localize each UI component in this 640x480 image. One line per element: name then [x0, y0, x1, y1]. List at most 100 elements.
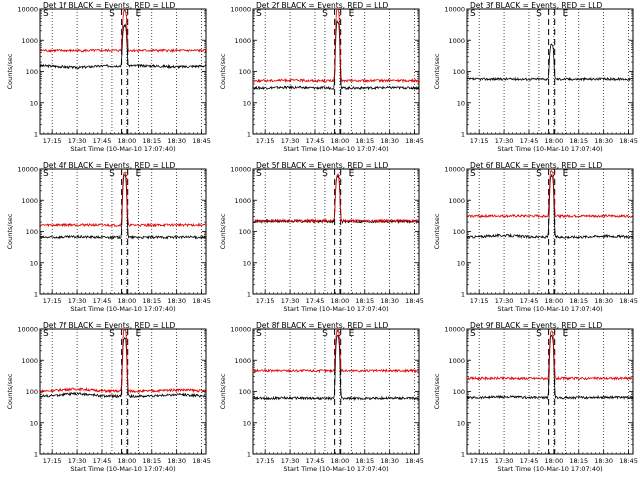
lld-trace — [40, 171, 206, 228]
panel-det-5: Det 5f BLACK = Events, RED = LLD Counts/s… — [219, 161, 424, 313]
y-axis-label: Counts/sec — [219, 53, 227, 89]
x-axis-label: Start Time (10-Mar-10 17:07:40) — [497, 145, 602, 153]
panel-det-2: Det 2f BLACK = Events, RED = LLD Counts/s… — [219, 1, 424, 153]
marker-label-S: S — [536, 169, 542, 179]
y-tick-label: 1000 — [234, 37, 251, 45]
x-tick-label: 18:45 — [192, 297, 211, 305]
x-tick-label: 17:15 — [43, 457, 62, 465]
marker-label-S: S — [322, 329, 328, 339]
y-tick-label: 1 — [34, 451, 38, 459]
x-tick-label: 17:15 — [43, 137, 62, 145]
marker-label-E: E — [136, 329, 142, 339]
marker-label-start: S — [43, 329, 49, 339]
x-tick-label: 18:15 — [142, 137, 161, 145]
marker-label-start: S — [470, 169, 476, 179]
y-tick-label: 100 — [453, 68, 465, 76]
x-axis-label: Start Time (10-Mar-10 17:07:40) — [497, 465, 602, 473]
x-tick-label: 18:15 — [142, 457, 161, 465]
marker-label-E: E — [563, 169, 569, 179]
y-tick-label: 10000 — [230, 6, 251, 14]
marker-label-E: E — [349, 9, 355, 19]
x-tick-label: 17:30 — [281, 297, 300, 305]
x-tick-label: 18:45 — [192, 137, 211, 145]
x-axis-label: Start Time (10-Mar-10 17:07:40) — [70, 145, 175, 153]
y-tick-label: 1 — [34, 131, 38, 139]
x-tick-label: 17:45 — [93, 457, 112, 465]
events-trace — [40, 23, 206, 70]
x-tick-label: 17:15 — [256, 457, 275, 465]
y-tick-label: 1 — [247, 451, 251, 459]
x-tick-label: 18:00 — [118, 137, 137, 145]
x-tick-label: 18:00 — [545, 137, 564, 145]
plot-frame — [39, 8, 207, 135]
y-tick-label: 10000 — [230, 166, 251, 174]
x-tick-label: 18:30 — [594, 137, 613, 145]
x-tick-label: 17:45 — [520, 457, 539, 465]
x-tick-label: 18:45 — [405, 297, 424, 305]
marker-label-start: S — [470, 329, 476, 339]
y-tick-label: 100 — [239, 228, 251, 236]
marker-label-S: S — [322, 9, 328, 19]
y-tick-label: 1 — [461, 451, 465, 459]
lld-trace — [253, 329, 419, 374]
x-tick-label: 17:30 — [495, 457, 514, 465]
y-tick-label: 1000 — [448, 37, 465, 45]
marker-label-S: S — [109, 9, 115, 19]
x-tick-label: 17:15 — [470, 137, 489, 145]
x-tick-label: 17:15 — [470, 457, 489, 465]
x-tick-label: 17:45 — [306, 457, 325, 465]
x-tick-label: 18:15 — [355, 297, 374, 305]
x-tick-label: 18:00 — [331, 457, 350, 465]
x-tick-label: 18:00 — [118, 457, 137, 465]
marker-label-S: S — [536, 329, 542, 339]
x-tick-label: 18:45 — [619, 137, 638, 145]
y-tick-label: 1 — [247, 291, 251, 299]
y-tick-label: 10 — [243, 419, 251, 427]
x-tick-label: 18:30 — [167, 137, 186, 145]
marker-label-S: S — [109, 169, 115, 179]
y-tick-label: 10000 — [444, 166, 465, 174]
y-tick-label: 10000 — [17, 166, 38, 174]
y-axis-label: Counts/sec — [433, 373, 441, 409]
x-axis-label: Start Time (10-Mar-10 17:07:40) — [283, 145, 388, 153]
marker-label-S: S — [536, 9, 542, 19]
x-tick-label: 18:30 — [380, 297, 399, 305]
marker-label-start: S — [256, 9, 262, 19]
marker-label-E: E — [563, 329, 569, 339]
y-tick-label: 1000 — [234, 197, 251, 205]
x-axis-label: Start Time (10-Mar-10 17:07:40) — [497, 305, 602, 313]
x-tick-label: 18:15 — [569, 297, 588, 305]
x-tick-label: 18:00 — [118, 297, 137, 305]
y-tick-label: 1 — [461, 131, 465, 139]
y-tick-label: 10 — [30, 259, 38, 267]
y-axis-label: Counts/sec — [433, 213, 441, 249]
marker-label-start: S — [43, 169, 49, 179]
marker-label-E: E — [563, 9, 569, 19]
lld-trace — [467, 330, 633, 381]
y-tick-label: 1 — [247, 131, 251, 139]
y-tick-label: 10 — [457, 259, 465, 267]
x-tick-label: 18:15 — [355, 137, 374, 145]
x-tick-label: 17:45 — [520, 297, 539, 305]
x-tick-label: 17:30 — [68, 297, 87, 305]
y-tick-label: 10000 — [444, 6, 465, 14]
panel-title: Det 8f BLACK = Events, RED = LLD — [256, 321, 389, 330]
marker-label-start: S — [470, 9, 476, 19]
events-trace — [253, 334, 419, 402]
lld-trace — [40, 329, 206, 394]
y-tick-label: 1000 — [21, 357, 38, 365]
panel-det-1: Det 1f BLACK = Events, RED = LLD Counts/s… — [6, 1, 211, 153]
x-tick-label: 17:15 — [43, 297, 62, 305]
x-tick-label: 17:30 — [68, 137, 87, 145]
x-axis-label: Start Time (10-Mar-10 17:07:40) — [283, 305, 388, 313]
x-tick-label: 18:30 — [594, 297, 613, 305]
x-tick-label: 17:45 — [93, 297, 112, 305]
panel-det-3: Det 3f BLACK = Events, RED = LLD Counts/s… — [433, 1, 638, 153]
x-tick-label: 17:45 — [520, 137, 539, 145]
panel-title: Det 7f BLACK = Events, RED = LLD — [43, 321, 176, 330]
events-trace — [467, 43, 633, 82]
x-tick-label: 18:15 — [569, 137, 588, 145]
y-tick-label: 10 — [457, 99, 465, 107]
panel-title: Det 6f BLACK = Events, RED = LLD — [470, 161, 603, 170]
panel-det-8: Det 8f BLACK = Events, RED = LLD Counts/s… — [219, 321, 424, 473]
